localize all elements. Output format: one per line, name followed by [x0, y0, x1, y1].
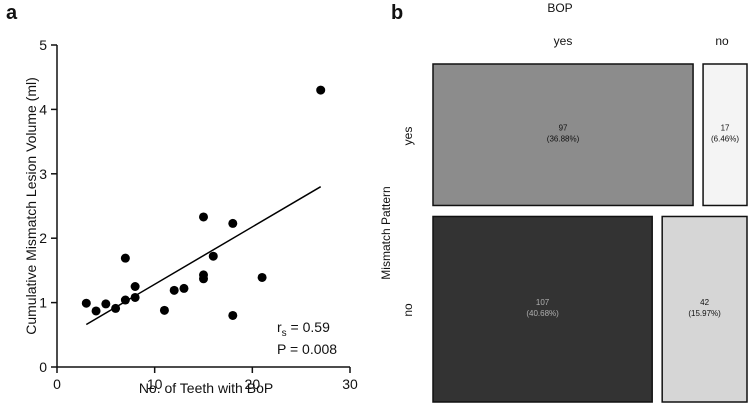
x-tick-label: 10 — [147, 376, 163, 392]
scatter-ticks: 0 10 20 30 0 1 2 3 4 5 — [39, 37, 358, 392]
x-tick-label: 20 — [245, 376, 261, 392]
scatter-point — [159, 305, 169, 315]
mosaic-cell-yes-yes: 97 (36.88%) — [432, 63, 694, 207]
scatter-point — [228, 218, 238, 228]
rs-subscript: s — [282, 328, 287, 339]
scatter-point — [101, 299, 111, 309]
p-annotation: P = 0.008 — [277, 341, 337, 357]
mosaic-cell-percent: (36.88%) — [547, 135, 580, 144]
mosaic-cell-count: 97 — [559, 124, 568, 133]
y-tick-label: 0 — [39, 359, 47, 375]
mosaic-cell-rect — [432, 63, 694, 207]
rs-annotation: rs = 0.59 — [277, 319, 330, 339]
scatter-point — [179, 283, 189, 293]
mosaic-cells: 97 (36.88%) 17 (6.46%) 107 (40.68%) 42 (15.97%) — [432, 63, 748, 403]
scatter-point — [120, 253, 130, 263]
mosaic-cell-count: 42 — [700, 298, 709, 307]
mosaic-row-label-yes: yes — [401, 127, 415, 146]
y-tick-label: 3 — [39, 166, 47, 182]
y-tick-label: 5 — [39, 37, 47, 53]
mosaic-row-label-no: no — [401, 303, 415, 317]
scatter-point — [130, 282, 140, 291]
panel-letter-b: b — [391, 2, 403, 24]
mosaic-cell-no-yes: 107 (40.68%) — [432, 215, 653, 403]
mosaic-cell-no-no: 42 (15.97%) — [661, 215, 748, 403]
rs-value: = 0.59 — [287, 319, 330, 335]
regression-line — [85, 186, 322, 326]
scatter-point — [91, 306, 101, 316]
scatter-point — [199, 212, 208, 222]
mosaic-title: BOP — [547, 1, 572, 15]
y-tick-label: 1 — [39, 295, 47, 311]
mosaic-cell-rect — [702, 63, 748, 207]
scatter-point — [228, 310, 238, 320]
y-axis-title: Cumulative Mismatch Lesion Volume (ml) — [23, 77, 39, 335]
mosaic-cell-rect — [432, 215, 653, 403]
x-tick-label: 0 — [53, 376, 61, 392]
scatter-point — [199, 270, 208, 280]
scatter-axes — [56, 45, 350, 368]
scatter-point — [208, 251, 218, 261]
mosaic-col-label-yes: yes — [554, 34, 573, 48]
mosaic-cell-yes-no: 17 (6.46%) — [702, 63, 748, 207]
scatter-fit — [85, 186, 322, 326]
mosaic-cell-percent: (40.68%) — [526, 309, 559, 318]
scatter-point — [81, 298, 91, 308]
mosaic-cell-count: 17 — [721, 124, 730, 133]
mosaic-cell-rect — [661, 215, 748, 403]
scatter-point — [257, 272, 267, 282]
scatter-points — [81, 85, 326, 320]
scatter-point — [316, 85, 326, 95]
mosaic-cell-percent: (6.46%) — [711, 135, 739, 144]
mosaic-row-title: Mismatch Pattern — [379, 186, 393, 279]
scatter-point — [169, 285, 179, 295]
x-tick-label: 30 — [342, 376, 358, 392]
mosaic-col-label-no: no — [715, 34, 729, 48]
mosaic-cell-count: 107 — [536, 298, 550, 307]
panel-letter-a: a — [6, 2, 18, 24]
y-tick-label: 2 — [39, 230, 47, 246]
y-tick-label: 4 — [39, 101, 47, 117]
mosaic-cell-percent: (15.97%) — [688, 309, 721, 318]
x-axis-title: No. of Teeth with BoP — [139, 380, 273, 396]
rs-letter: r — [277, 319, 282, 335]
